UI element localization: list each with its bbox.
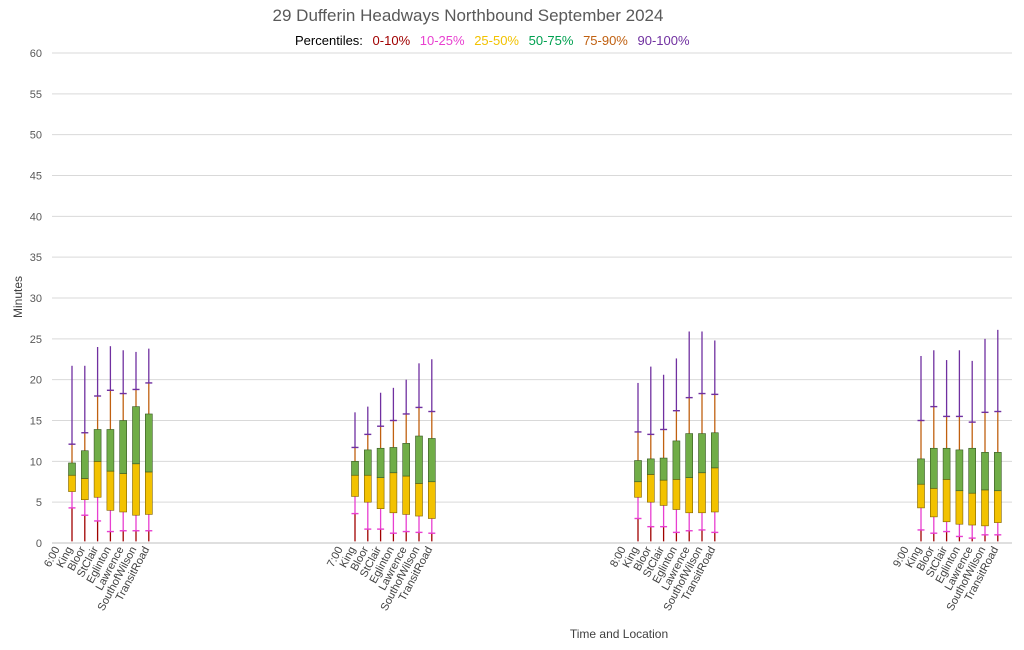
y-tick-label: 20 <box>30 375 42 387</box>
box-25-50 <box>710 467 719 513</box>
box-50-75 <box>659 457 668 481</box>
box-25-50 <box>389 472 398 514</box>
box-25-50 <box>942 478 951 523</box>
box-50-75 <box>389 447 398 474</box>
box-50-75 <box>634 460 642 483</box>
box-50-75 <box>646 458 655 475</box>
box-25-50 <box>363 474 372 503</box>
box-25-50 <box>993 490 1002 523</box>
box-50-75 <box>81 450 89 479</box>
legend-title: Percentiles: <box>295 33 363 48</box>
box-50-75 <box>106 429 115 472</box>
box-50-75 <box>942 447 951 480</box>
y-tick-label: 25 <box>30 334 42 346</box>
box-25-50 <box>929 487 938 518</box>
box-50-75 <box>698 433 706 474</box>
box-50-75 <box>68 462 76 476</box>
legend-item-90-100: 90-100% <box>637 33 690 48</box>
legend-item-75-90: 75-90% <box>583 33 628 48</box>
box-50-75 <box>145 413 153 473</box>
box-25-50 <box>145 471 153 515</box>
box-25-50 <box>376 477 385 509</box>
box-50-75 <box>427 438 436 483</box>
box-25-50 <box>646 474 655 503</box>
box-25-50 <box>917 483 925 509</box>
box-50-75 <box>968 447 977 494</box>
box-25-50 <box>402 475 411 515</box>
x-axis-label: Time and Location <box>569 627 669 641</box>
box-50-75 <box>929 447 938 489</box>
box-25-50 <box>955 490 964 525</box>
box-50-75 <box>402 443 411 477</box>
legend: Percentiles: 0-10% 10-25% 25-50% 50-75% … <box>295 33 696 48</box>
box-50-75 <box>363 449 372 476</box>
box-50-75 <box>132 406 140 465</box>
box-25-50 <box>685 477 694 514</box>
y-tick-label: 45 <box>30 171 42 183</box>
box-25-50 <box>68 474 76 492</box>
y-tick-label: 55 <box>30 89 42 101</box>
y-tick-label: 10 <box>30 456 42 468</box>
box-25-50 <box>634 481 642 498</box>
box-50-75 <box>993 452 1002 492</box>
box-25-50 <box>659 479 668 506</box>
legend-item-0-10: 0-10% <box>372 33 411 48</box>
box-25-50 <box>132 463 140 516</box>
y-tick-label: 40 <box>30 211 42 223</box>
box-25-50 <box>672 478 681 510</box>
y-tick-label: 35 <box>30 252 42 264</box>
box-50-75 <box>376 447 385 478</box>
box-50-75 <box>351 461 359 476</box>
legend-item-50-75: 50-75% <box>528 33 574 48</box>
box-50-75 <box>672 440 681 480</box>
y-tick-label: 0 <box>36 538 42 550</box>
box-50-75 <box>119 420 127 474</box>
legend-item-10-25: 10-25% <box>419 33 465 48</box>
y-tick-label: 50 <box>30 130 42 142</box>
y-tick-label: 5 <box>36 497 42 509</box>
box-50-75 <box>955 449 964 492</box>
box-50-75 <box>93 429 102 462</box>
box-50-75 <box>917 458 925 485</box>
box-25-50 <box>119 473 127 513</box>
box-25-50 <box>81 478 89 501</box>
y-tick-label: 60 <box>30 48 42 60</box>
box-50-75 <box>981 452 989 491</box>
box-25-50 <box>427 481 436 519</box>
box-25-50 <box>968 492 977 526</box>
box-25-50 <box>981 489 989 527</box>
box-25-50 <box>106 470 115 511</box>
box-50-75 <box>710 432 719 469</box>
box-25-50 <box>351 474 359 497</box>
chart-title: 29 Dufferin Headways Northbound Septembe… <box>272 6 664 25</box>
box-50-75 <box>415 435 423 484</box>
legend-item-25-50: 25-50% <box>474 33 519 48</box>
y-tick-label: 15 <box>30 416 42 428</box>
box-25-50 <box>93 461 102 498</box>
box-25-50 <box>698 472 706 514</box>
box-50-75 <box>685 433 694 478</box>
y-tick-label: 30 <box>30 293 42 305</box>
box-25-50 <box>415 483 423 517</box>
